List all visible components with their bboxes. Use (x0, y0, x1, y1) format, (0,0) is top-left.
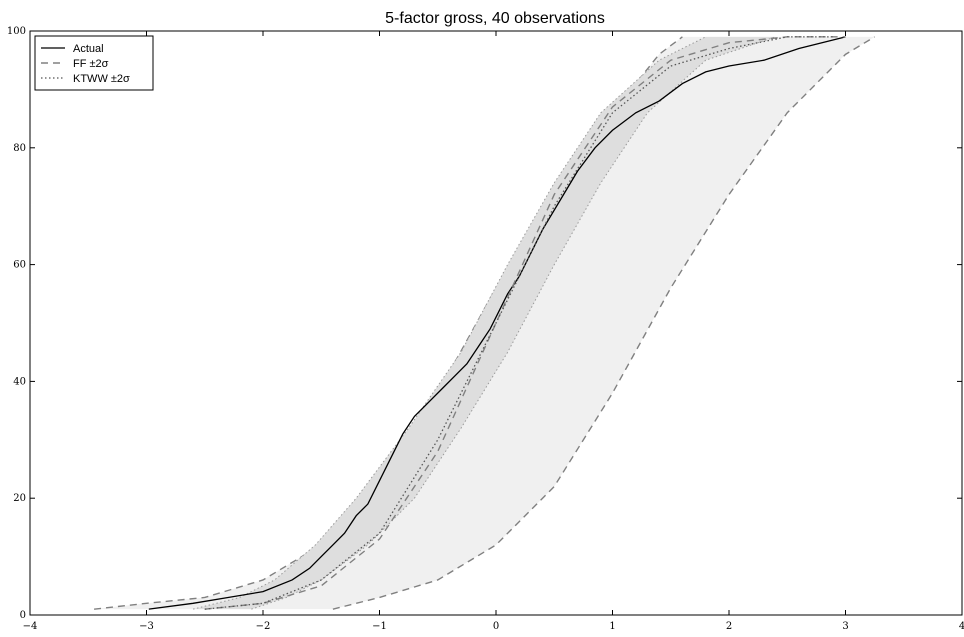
series-line-actual (148, 36, 846, 610)
y-tick-label: 60 (13, 260, 26, 271)
x-tick-label: 4 (959, 621, 964, 632)
x-tick-label: 3 (842, 621, 848, 632)
x-tick-label: −3 (139, 621, 154, 632)
band-edge-lower-ff-2 (332, 36, 875, 610)
legend-label-ff-2: FF ±2σ (73, 58, 109, 70)
legend-label-actual: Actual (73, 43, 104, 55)
x-tick-label: 2 (726, 621, 732, 632)
y-tick-label: 20 (13, 493, 26, 504)
chart-title: 5-factor gross, 40 observations (385, 10, 605, 27)
series-line-ff-2 (204, 36, 846, 610)
y-tick-label: 100 (7, 26, 26, 37)
legend-label-ktww-2: KTWW ±2σ (73, 73, 130, 85)
x-tick-label: −1 (372, 621, 387, 632)
y-tick-label: 40 (13, 376, 26, 387)
y-tick-label: 80 (13, 143, 26, 154)
legend: Actual FF ±2σ KTWW ±2σ (34, 35, 154, 91)
x-tick-label: −4 (23, 621, 38, 632)
band-fill-ktww-2 (193, 36, 776, 610)
series-lines (148, 36, 846, 610)
x-tick-label: 0 (493, 621, 499, 632)
band-edge-upper-ktww-2 (192, 36, 706, 610)
confidence-bands (93, 36, 875, 610)
x-tick-label: −2 (256, 621, 271, 632)
x-axis: −4 −3 −2 −1 0 1 2 3 4 (23, 31, 964, 632)
y-axis: 0 20 40 60 80 100 (7, 26, 962, 621)
band-edge-lower-ktww-2 (251, 36, 776, 610)
y-tick-label: 0 (20, 610, 26, 621)
x-tick-label: 1 (609, 621, 615, 632)
